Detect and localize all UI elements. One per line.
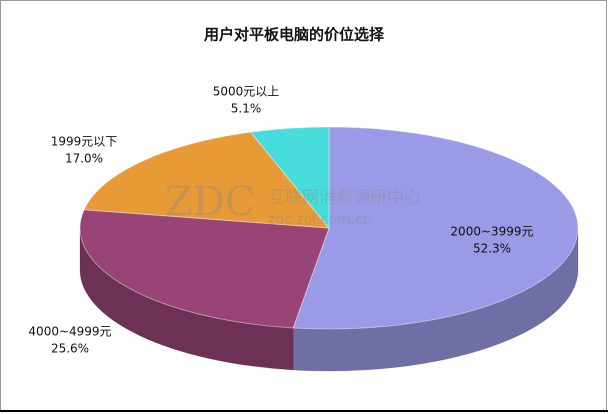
pie-slice <box>79 209 330 329</box>
slice-label: 1999元以下 <box>51 135 118 149</box>
slice-value-label: 25.6% <box>51 342 89 356</box>
slice-value-label: 17.0% <box>65 152 103 166</box>
chart-title: 用户对平板电脑的价位选择 <box>204 26 385 44</box>
watermark-url: zdc.zol.com.cn <box>268 212 372 228</box>
pie-slice <box>292 126 579 330</box>
watermark-logo: ZDC <box>165 179 255 225</box>
slice-value-label: 52.3% <box>473 242 511 256</box>
watermark: ZDC 互联网消费调研中心 zdc.zol.com.cn <box>165 179 421 228</box>
slice-value-label: 5.1% <box>231 102 262 116</box>
slice-label: 5000元以上 <box>213 85 280 99</box>
slice-label: 2000~3999元 <box>450 225 533 239</box>
slice-label: 4000~4999元 <box>28 325 111 339</box>
pie <box>79 126 579 372</box>
pie-slice <box>249 126 330 230</box>
watermark-text: 互联网消费调研中心 <box>268 188 421 208</box>
pie-slice <box>83 131 331 229</box>
